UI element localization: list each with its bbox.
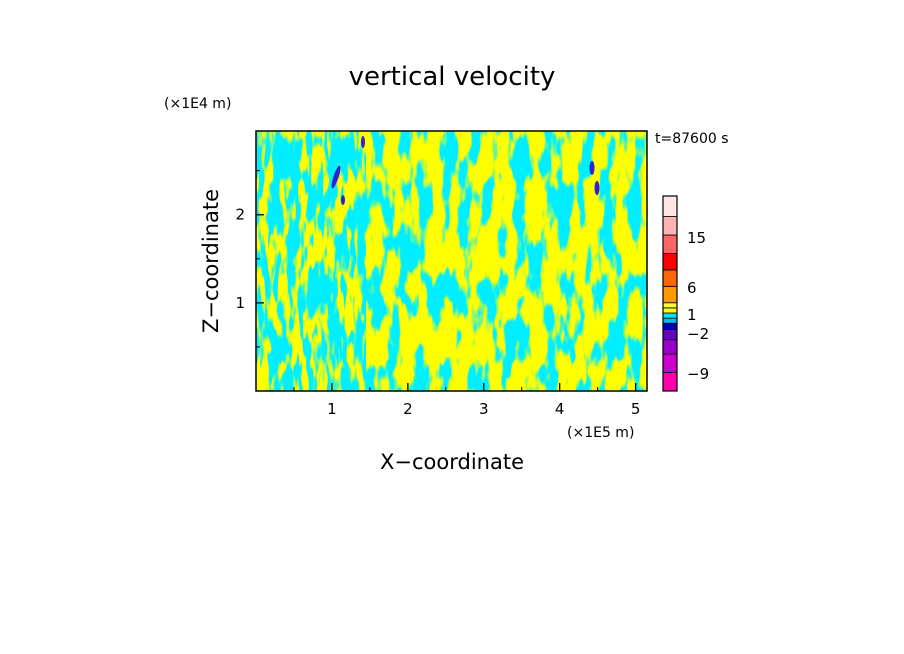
colorbar-level-label: −9 <box>687 365 709 383</box>
negative-field-texture-left <box>256 131 366 391</box>
colorbar-band <box>662 372 678 392</box>
x-tick-label: 4 <box>555 400 565 418</box>
colorbar-level-label: −2 <box>687 325 709 343</box>
strong-downdraft-2 <box>341 195 345 205</box>
colorbar-band <box>662 322 678 330</box>
y-axis-ticks: 12 <box>235 170 264 348</box>
colorbar-band <box>662 253 678 271</box>
strong-downdraft-4 <box>589 161 595 175</box>
colorbar-frame <box>662 195 678 392</box>
colorbar-level-label: 6 <box>687 279 697 297</box>
colorbar-band <box>662 302 678 309</box>
strong-downdraft-5 <box>594 181 600 195</box>
colorbar <box>662 195 678 392</box>
strong-downdraft-1 <box>331 165 341 189</box>
x-tick-label: 1 <box>327 400 337 418</box>
x-axis-ticks: 1 2 3 4 5 <box>293 383 641 418</box>
colorbar-band <box>662 234 678 254</box>
chart-title: vertical velocity <box>349 62 556 92</box>
y-axis-label: Z−coordinate <box>199 189 223 333</box>
y-tick-label: 2 <box>235 206 245 224</box>
x-tick-label: 3 <box>479 400 489 418</box>
colorbar-level-label: 1 <box>687 306 697 324</box>
y-scale-label: (×1E4 m) <box>164 96 231 112</box>
colorbar-band <box>662 307 678 314</box>
x-tick-label: 2 <box>403 400 413 418</box>
colorbar-band <box>662 353 678 373</box>
x-axis-label: X−coordinate <box>380 450 524 474</box>
time-label: t=87600 s <box>655 131 729 147</box>
colorbar-level-label: 15 <box>687 229 706 247</box>
colorbar-band <box>662 312 678 319</box>
strong-downdraft-3 <box>361 136 365 148</box>
colorbar-band <box>662 216 678 236</box>
x-tick-label: 5 <box>631 400 641 418</box>
x-scale-label: (×1E5 m) <box>567 425 634 441</box>
y-tick-label: 1 <box>235 294 245 312</box>
colorbar-band <box>662 269 678 287</box>
colorbar-band <box>662 329 678 341</box>
colorbar-band <box>662 339 678 355</box>
plot-frame <box>255 130 648 392</box>
colorbar-band <box>662 285 678 304</box>
plot-area <box>256 131 647 391</box>
colorbar-band <box>662 195 678 217</box>
colorbar-band <box>662 317 678 324</box>
colorbar-labels: 15 6 1−2 −9 <box>687 229 709 383</box>
